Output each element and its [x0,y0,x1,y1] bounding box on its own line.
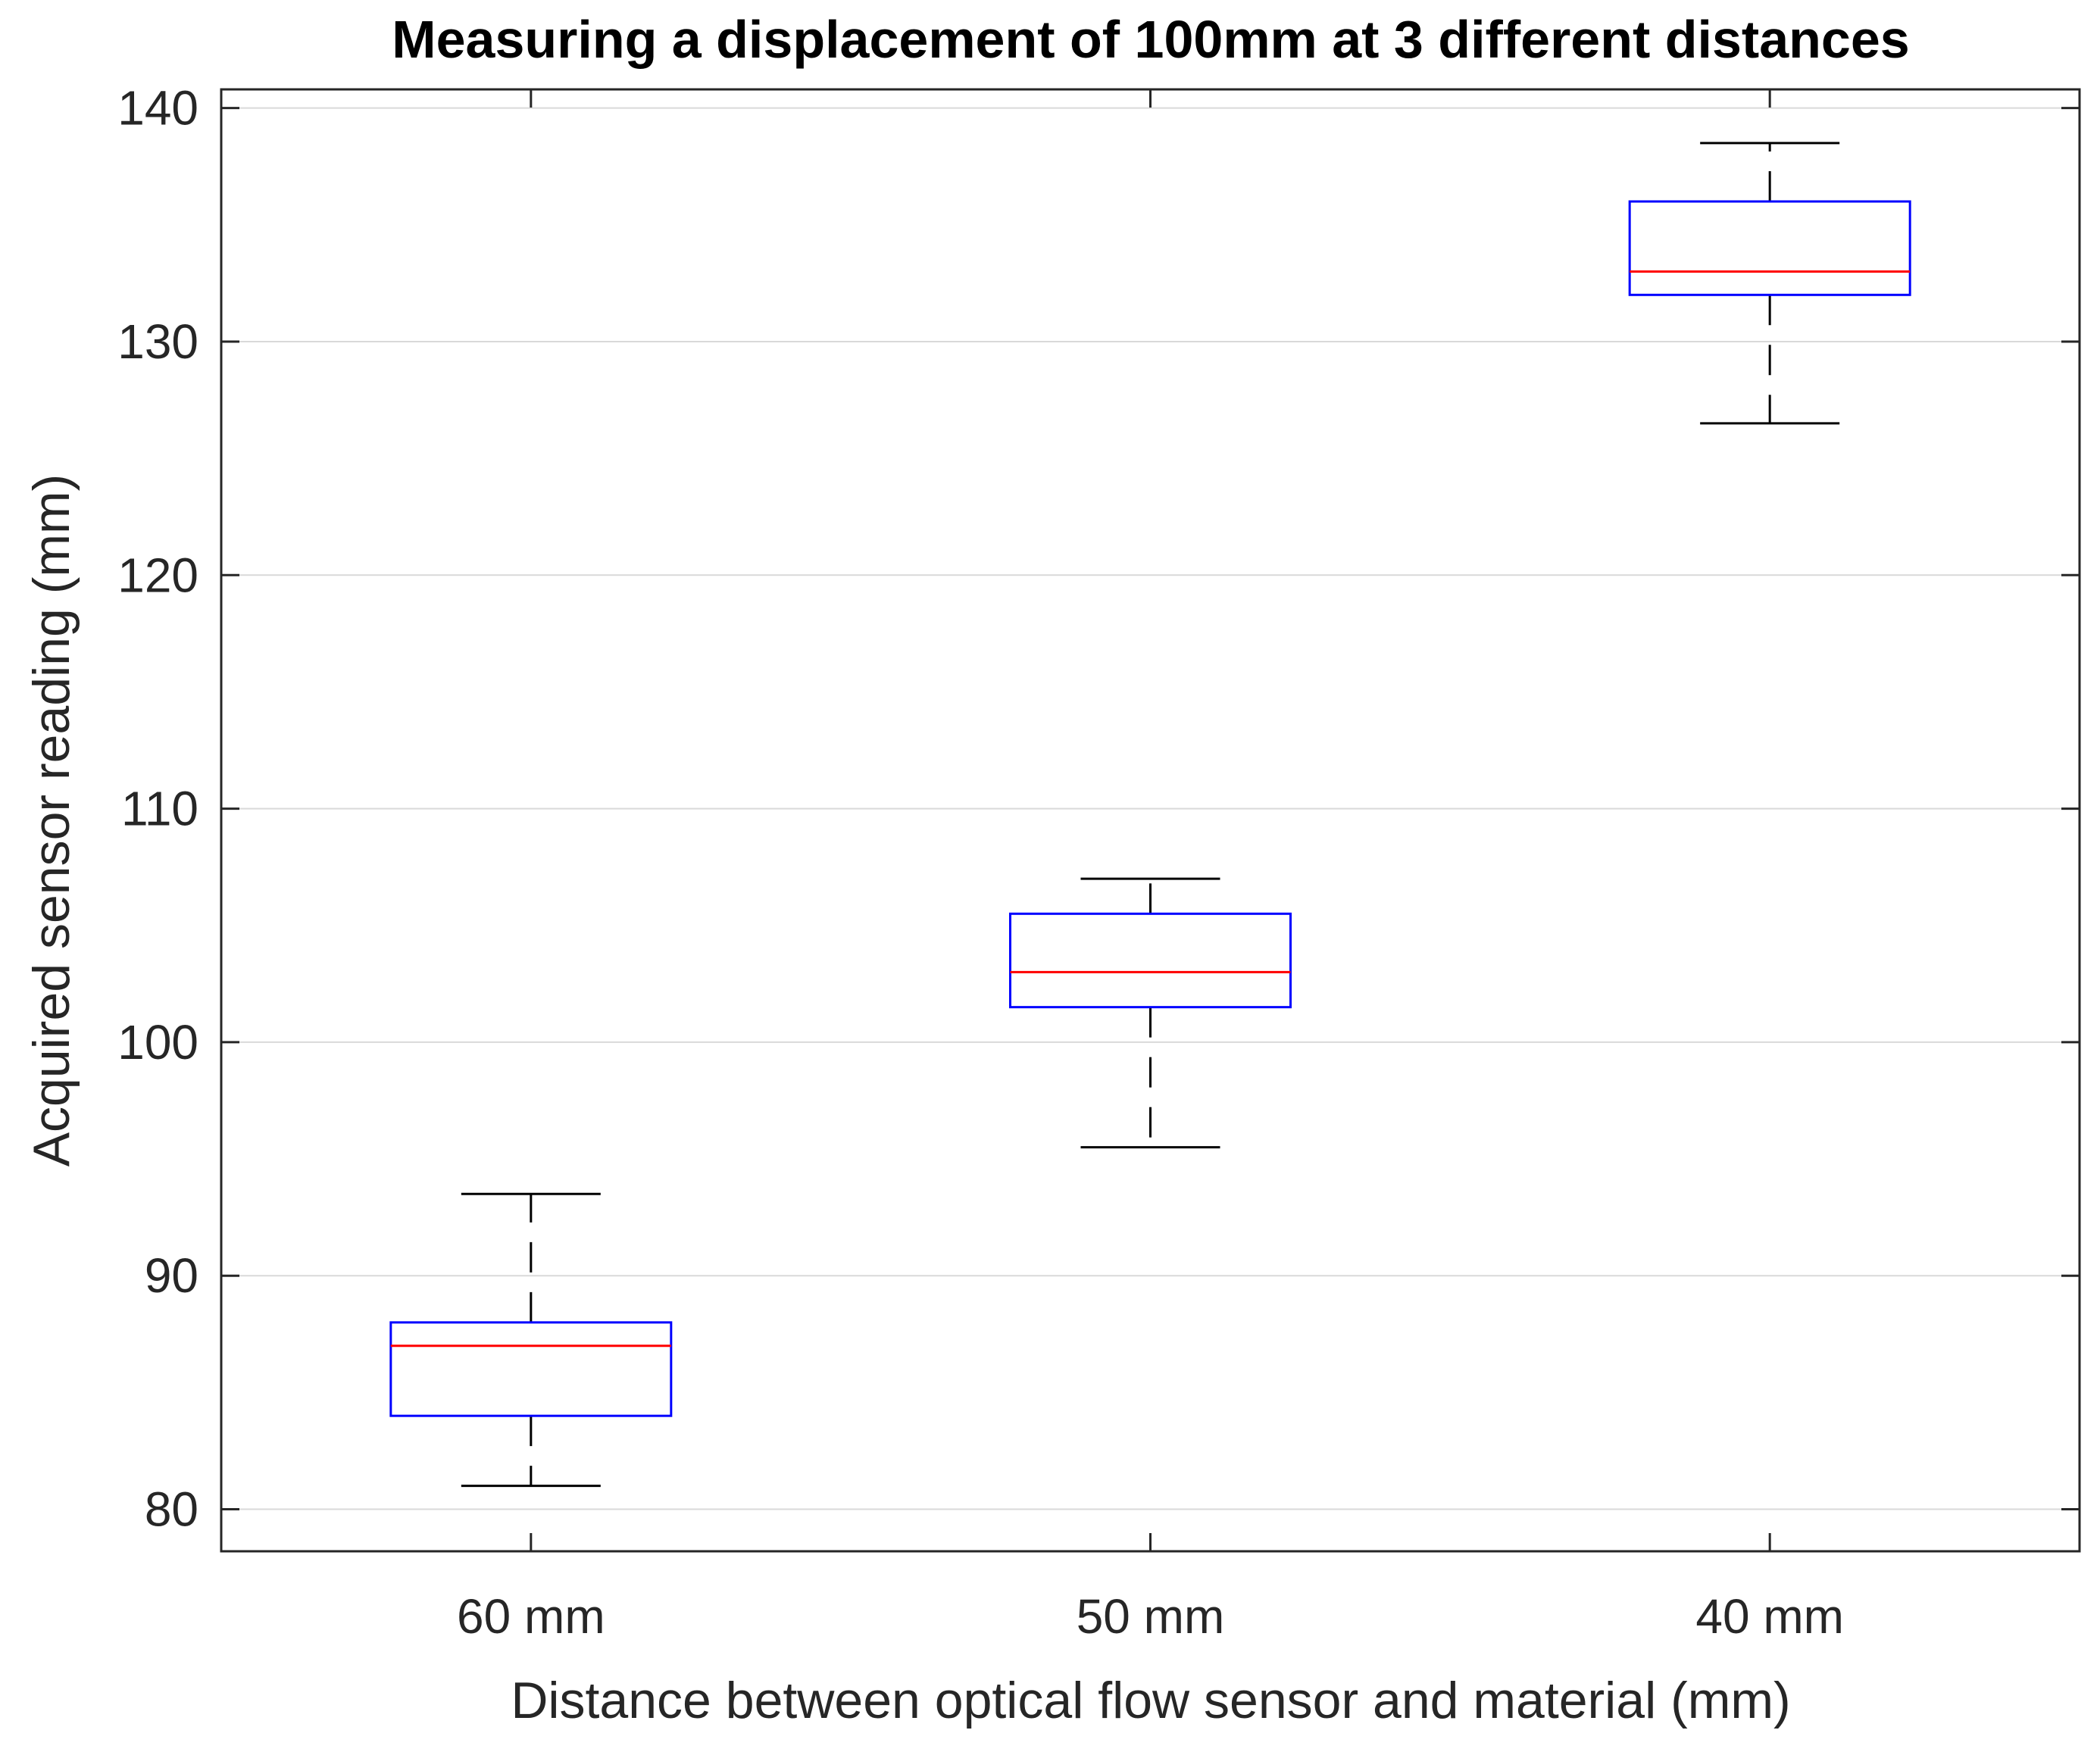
y-tick-label-130: 130 [117,314,198,369]
boxes [389,142,1911,1488]
x-tick-label-60-mm: 60 mm [457,1589,605,1644]
y-tick-label-100: 100 [117,1015,198,1070]
box-60-mm [389,1321,673,1417]
y-tick-label-140: 140 [117,81,198,136]
box-40-mm [1628,200,1911,296]
y-tick-label-90: 90 [145,1248,198,1303]
x-tick-label-40-mm: 40 mm [1695,1589,1844,1644]
box-50-mm [1009,912,1292,1009]
x-axis-label: Distance between optical flow sensor and… [511,1672,1790,1729]
chart-title: Measuring a displacement of 100mm at 3 d… [392,10,1909,69]
y-tick-labels: 80 90 100 110 120 130 140 [117,81,198,1537]
x-tick-label-50-mm: 50 mm [1077,1589,1225,1644]
y-tick-label-80: 80 [145,1482,198,1537]
y-axis-label: Acquired sensor reading (mm) [23,474,80,1167]
x-tick-labels: 60 mm 50 mm 40 mm [457,1589,1844,1644]
gridlines [221,107,2080,1510]
y-tick-label-110: 110 [121,782,198,836]
y-tick-label-120: 120 [117,548,198,602]
axis-ticks [221,89,2080,1551]
